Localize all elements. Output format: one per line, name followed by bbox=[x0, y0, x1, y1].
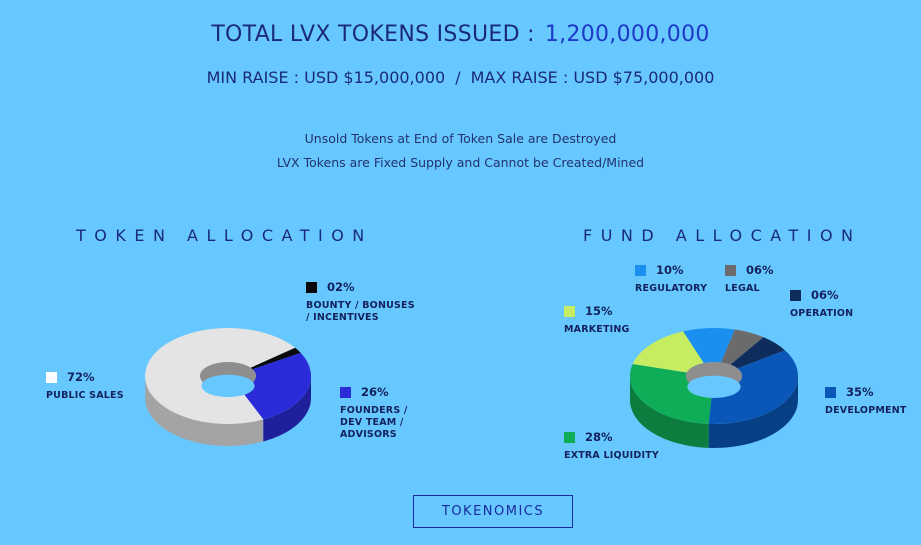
total-tokens-label: TOTAL LVX TOKENS ISSUED : bbox=[211, 22, 535, 47]
legend-value: 72% bbox=[67, 370, 95, 384]
legend-operation: 06% OPERATION bbox=[790, 288, 853, 320]
legend-label: FOUNDERS / DEV TEAM / ADVISORS bbox=[340, 405, 408, 440]
legend-value: 35% bbox=[846, 385, 874, 399]
slice-development bbox=[708, 350, 798, 424]
slice-regulatory bbox=[683, 328, 735, 363]
total-tokens-value: 1,200,000,000 bbox=[544, 22, 710, 47]
legend-value: 28% bbox=[585, 430, 613, 444]
note-unsold-tokens: Unsold Tokens at End of Token Sale are D… bbox=[304, 131, 617, 146]
donut-1 bbox=[630, 328, 798, 448]
legend-extra-liquidity: 28% EXTRA LIQUIDITY bbox=[564, 430, 659, 462]
token-allocation-title: TOKEN ALLOCATION bbox=[76, 226, 373, 245]
legend-swatch bbox=[725, 264, 736, 276]
legend-regulatory: 10% REGULATORY bbox=[635, 263, 707, 295]
legend-value: 26% bbox=[361, 385, 389, 399]
fund-allocation-title: FUND ALLOCATION bbox=[583, 226, 862, 245]
slice-side-2 bbox=[263, 375, 311, 442]
donut-0 bbox=[145, 328, 312, 446]
raise-info: MIN RAISE : USD $15,000,000 / MAX RAISE : … bbox=[0, 68, 921, 87]
legend-swatch bbox=[790, 289, 801, 301]
raise-separator: / bbox=[455, 68, 461, 87]
legend-value: 15% bbox=[585, 304, 613, 318]
slice-founders-dev-team-advisors bbox=[239, 352, 312, 420]
donut-hole-opening bbox=[687, 375, 741, 398]
total-tokens-heading: TOTAL LVX TOKENS ISSUED : 1,200,000,000 bbox=[0, 22, 921, 47]
legend-development: 35% DEVELOPMENT bbox=[825, 385, 907, 417]
legend-swatch bbox=[564, 305, 575, 317]
min-raise: MIN RAISE : USD $15,000,000 bbox=[206, 68, 446, 87]
legend-public-sales: 72% PUBLIC SALES bbox=[46, 370, 124, 402]
legend-label: EXTRA LIQUIDITY bbox=[564, 450, 659, 461]
legend-marketing: 15% MARKETING bbox=[564, 304, 630, 336]
slice-bounty-bonuses-incentives bbox=[250, 347, 301, 370]
slice-side-0 bbox=[145, 380, 264, 446]
legend-label: LEGAL bbox=[725, 283, 760, 294]
legend-value: 02% bbox=[327, 280, 355, 294]
legend-label: MARKETING bbox=[564, 324, 630, 335]
slice-extra-liquidity bbox=[630, 364, 713, 424]
legend-label: DEVELOPMENT bbox=[825, 405, 907, 416]
legend-legal: 06% LEGAL bbox=[725, 263, 774, 295]
max-raise: MAX RAISE : USD $75,000,000 bbox=[470, 68, 715, 87]
legend-label: REGULATORY bbox=[635, 283, 708, 294]
legend-value: 06% bbox=[811, 288, 839, 302]
legend-label: BOUNTY / BONUSES / INCENTIVES bbox=[306, 300, 415, 323]
tokenomics-button[interactable]: TOKENOMICS bbox=[413, 495, 573, 528]
legend-label: OPERATION bbox=[790, 308, 854, 319]
slice-side-4 bbox=[630, 376, 709, 448]
slice-side-3 bbox=[708, 375, 798, 448]
legend-bounty: 02% BOUNTY / BONUSES / INCENTIVES bbox=[306, 280, 421, 324]
legend-label: PUBLIC SALES bbox=[46, 390, 124, 401]
slice-operation bbox=[730, 337, 785, 369]
legend-swatch bbox=[825, 386, 836, 398]
slice-marketing bbox=[632, 331, 704, 373]
legend-value: 06% bbox=[746, 263, 774, 277]
legend-swatch bbox=[635, 264, 646, 276]
legend-value: 10% bbox=[656, 263, 684, 277]
legend-swatch bbox=[340, 386, 351, 398]
slice-public-sales bbox=[145, 328, 296, 424]
note-fixed-supply: LVX Tokens are Fixed Supply and Cannot b… bbox=[276, 155, 645, 170]
slice-legal bbox=[720, 329, 764, 365]
legend-swatch bbox=[46, 371, 57, 383]
legend-swatch bbox=[306, 281, 317, 293]
legend-swatch bbox=[564, 431, 575, 443]
donut-hole-opening bbox=[201, 374, 255, 398]
legend-founders: 26% FOUNDERS / DEV TEAM / ADVISORS bbox=[340, 385, 410, 441]
